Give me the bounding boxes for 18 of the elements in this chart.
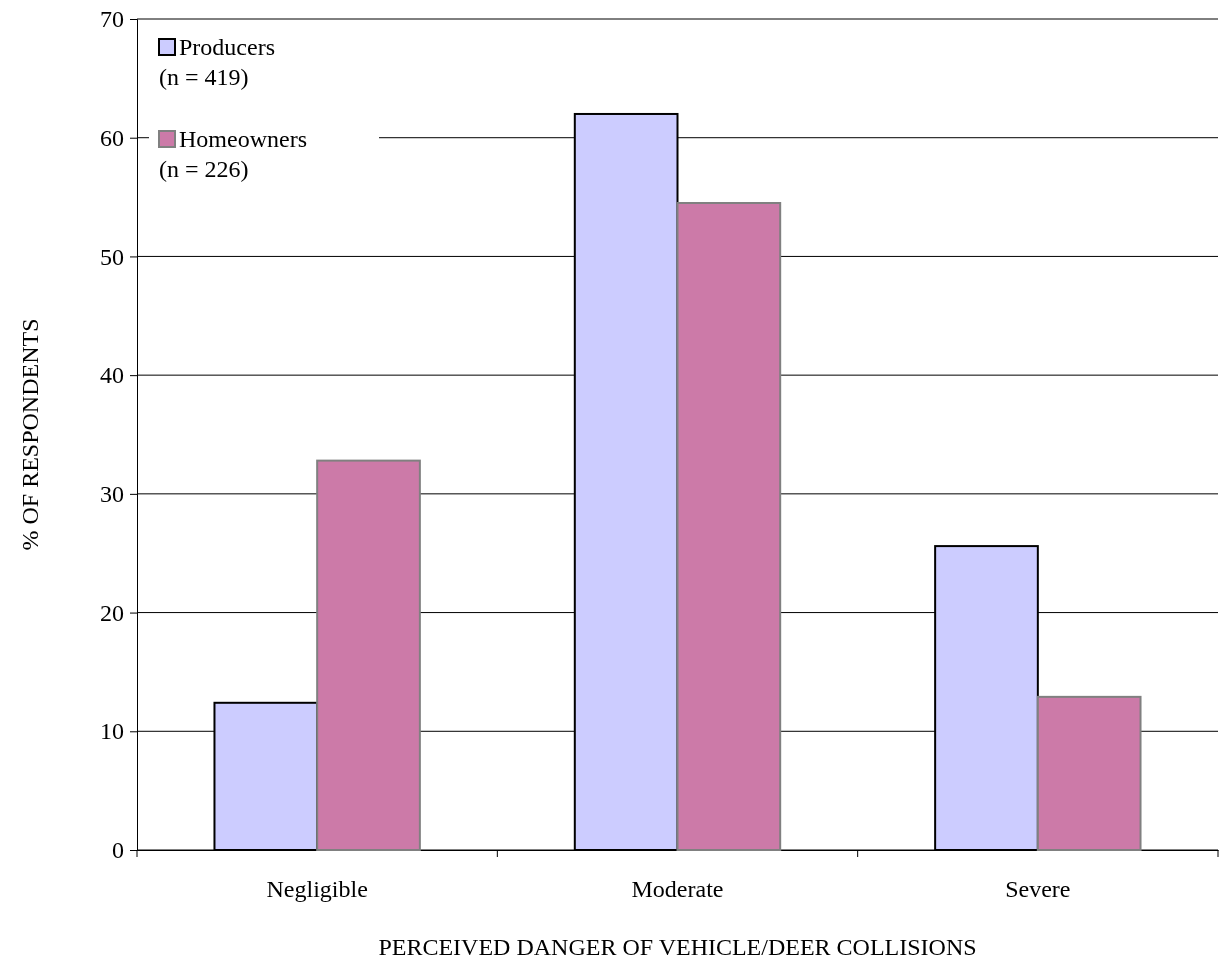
legend-label: Producers (n = 419)	[159, 34, 275, 90]
x-tick-label: Moderate	[631, 876, 724, 903]
y-tick-label: 50	[100, 243, 124, 270]
bar	[1036, 695, 1142, 851]
legend-label: Homeowners (n = 226)	[159, 126, 307, 182]
y-tick-label: 70	[100, 6, 124, 33]
y-tick-label: 20	[100, 599, 124, 626]
y-axis-title: % OF RESPONDENTS	[17, 318, 43, 551]
y-tick-label: 0	[112, 837, 124, 864]
x-tick-label: Negligible	[266, 876, 368, 903]
bar	[676, 202, 782, 851]
bar	[316, 459, 421, 851]
x-axis-title: PERCEIVED DANGER OF VEHICLE/DEER COLLISIONS	[378, 934, 977, 960]
y-tick-label: 40	[100, 362, 124, 389]
y-tick-label: 60	[100, 124, 124, 151]
y-tick-label: 10	[100, 718, 124, 745]
y-tick-label: 30	[100, 481, 124, 508]
x-tick-label: Severe	[1005, 876, 1071, 903]
